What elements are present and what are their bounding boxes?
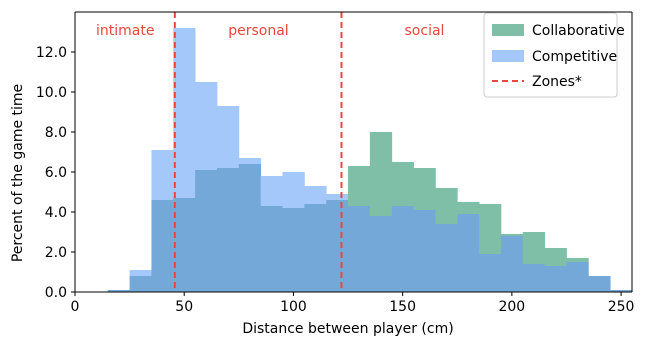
bar-collaborative-175	[457, 202, 480, 214]
bar-overlap-35	[151, 200, 174, 292]
bar-collaborative-195	[500, 234, 524, 236]
bar-overlap-25	[129, 276, 152, 292]
tick-marks: 0 50 100 150 200 250 0.0 2.0 4.0 6.0 8.0 10.0 12.0	[36, 45, 635, 315]
bar-competitive-25	[129, 270, 152, 276]
bar-overlap-175	[457, 214, 480, 292]
x-tick-label-0: 0	[71, 299, 80, 315]
bar-overlap-45	[173, 198, 196, 292]
legend: Collaborative Competitive Zones*	[483, 12, 625, 98]
bar-overlap-85	[260, 206, 283, 292]
axes	[74, 11, 633, 293]
y-tick-label-0: 0.0	[45, 285, 67, 301]
bar-competitive-85	[260, 176, 283, 206]
bar-overlap-75	[238, 164, 262, 292]
bar-collaborative-225	[566, 258, 589, 262]
bar-collaborative-165	[435, 188, 458, 224]
bar-competitive-95	[282, 172, 305, 208]
x-axis-label: Distance between player (cm)	[242, 321, 453, 337]
x-tick-label-50: 50	[175, 299, 193, 315]
bar-overlap-185	[479, 254, 502, 292]
bar-collaborative-155	[413, 168, 436, 210]
y-tick-label-6: 12.0	[36, 45, 67, 61]
bar-overlap-135	[369, 216, 393, 292]
legend-label-collaborative: Collaborative	[532, 23, 625, 39]
bar-collaborative-135	[369, 132, 393, 216]
bar-collaborative-125	[348, 166, 371, 206]
x-tick-label-250: 250	[608, 299, 635, 315]
bar-competitive-105	[304, 186, 327, 204]
legend-swatch-collaborative	[492, 24, 524, 36]
x-tick-label-200: 200	[498, 299, 525, 315]
bar-collaborative-215	[544, 248, 567, 266]
legend-swatch-competitive	[492, 50, 524, 62]
bar-collaborative-205	[522, 232, 546, 264]
bar-overlap-205	[522, 264, 546, 292]
legend-label-competitive: Competitive	[532, 49, 617, 65]
bar-overlap-215	[544, 266, 567, 292]
bar-overlap-165	[435, 224, 458, 292]
bar-competitive-65	[216, 106, 240, 168]
bar-competitive-35	[151, 150, 174, 200]
bar-overlap-115	[326, 200, 349, 292]
bar-competitive-75	[238, 158, 262, 164]
bar-overlap-195	[500, 236, 524, 292]
bar-competitive-45	[173, 28, 196, 198]
y-tick-label-5: 10.0	[36, 85, 67, 101]
bar-overlap-245	[610, 290, 633, 292]
zone-label-social: social	[405, 23, 445, 39]
y-tick-label-1: 2.0	[45, 245, 67, 261]
x-tick-label-100: 100	[280, 299, 307, 315]
zone-lines	[173, 12, 343, 292]
bar-competitive-115	[326, 194, 349, 200]
bar-competitive-55	[195, 82, 218, 170]
bar-overlap-125	[348, 206, 371, 292]
bar-overlap-55	[195, 170, 218, 292]
zone-label-personal: personal	[228, 23, 288, 39]
y-tick-label-4: 8.0	[45, 125, 67, 141]
zone-labels: intimate personal social	[96, 23, 444, 39]
bar-collaborative-145	[391, 162, 414, 206]
bar-overlap-155	[413, 210, 436, 292]
bar-overlap-145	[391, 206, 414, 292]
bar-overlap-15	[107, 290, 131, 292]
bar-collaborative-185	[479, 204, 502, 254]
bar-overlap-235	[588, 276, 611, 292]
y-tick-label-3: 6.0	[45, 165, 67, 181]
histogram-bars	[107, 28, 633, 292]
zone-label-intimate: intimate	[96, 23, 154, 39]
bar-overlap-225	[566, 262, 589, 292]
y-tick-label-2: 4.0	[45, 205, 67, 221]
legend-label-zones: Zones*	[532, 74, 582, 90]
bar-overlap-95	[282, 208, 305, 292]
x-tick-label-150: 150	[389, 299, 416, 315]
y-axis-label: Percent of the game time	[10, 84, 26, 262]
bar-overlap-105	[304, 204, 327, 292]
bar-overlap-65	[216, 168, 240, 292]
